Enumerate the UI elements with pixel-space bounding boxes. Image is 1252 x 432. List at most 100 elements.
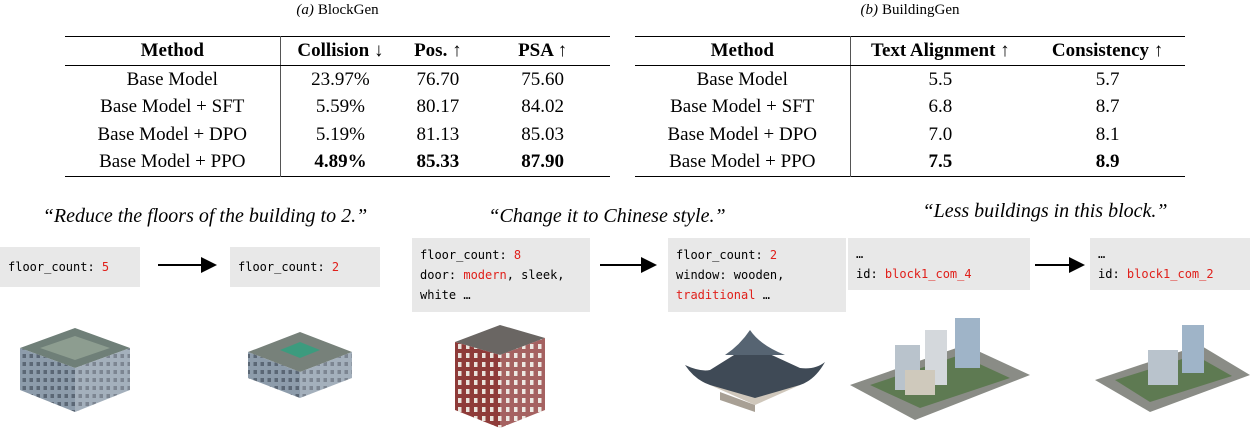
table-row: Base Model + SFT 6.8 8.7 [635, 93, 1185, 121]
instruction: “Change it to Chinese style.” [488, 205, 726, 227]
code-before: … id: block1_com_4 [848, 238, 1030, 290]
table-cell: Base Model + SFT [65, 93, 281, 121]
table-cell: Base Model + PPO [635, 148, 851, 177]
code-highlight: block1_com_4 [884, 267, 972, 281]
table-row: Base Model + DPO 5.19% 81.13 85.03 [65, 121, 610, 149]
results-table: Method Text Alignment ↑ Consistency ↑ Base … [635, 36, 1185, 177]
code-highlight: 2 [331, 260, 340, 274]
table-cell: 75.60 [521, 68, 564, 90]
header-cell: Method [635, 36, 851, 66]
code-text: floor_count: [420, 248, 514, 262]
table-cell: 8.9 [1095, 151, 1120, 173]
table-cell: Base Model [65, 65, 281, 94]
table-cell: 6.8 [928, 96, 953, 118]
code-text: id: [856, 267, 885, 281]
table-cell: 81.13 [416, 123, 460, 145]
code-text: id: [1098, 267, 1127, 281]
caption-name: BuildingGen [882, 2, 960, 18]
code-highlight: block1_com_2 [1126, 267, 1214, 281]
table-cell: 5.5 [928, 68, 953, 90]
code-before: floor_count: 8 door: modern, sleek, white … [412, 238, 590, 312]
table-row: Base Model + PPO 4.89% 85.33 87.90 [65, 148, 610, 177]
code-highlight: modern [463, 268, 507, 282]
table-cell: Base Model + DPO [65, 121, 281, 149]
header-row: Method Collision ↓ Pos. ↑ PSA ↑ [65, 36, 610, 66]
table-row: Base Model + PPO 7.5 8.9 [635, 148, 1185, 177]
code-line: floor_count: 2 [676, 245, 838, 265]
table-cell: 76.70 [416, 68, 460, 90]
table-cell: Base Model [635, 65, 851, 94]
table-cell: Base Model + PPO [65, 148, 281, 177]
table-cell: 8.7 [1095, 96, 1120, 118]
header-cell: PSA ↑ [475, 36, 610, 66]
header-row: Method Text Alignment ↑ Consistency ↑ [635, 36, 1185, 66]
building-after [685, 330, 825, 412]
table-caption: (b) BuildingGen [635, 2, 1185, 19]
code-line: window: wooden, [676, 265, 838, 285]
code-line: floor_count: 2 [238, 257, 372, 277]
header-cell: Consistency ↑ [1030, 36, 1185, 66]
table-caption: (a) BlockGen [65, 2, 610, 19]
code-line: traditional … [676, 285, 838, 305]
code-text: white … [420, 288, 471, 302]
code-text: window: wooden, [676, 268, 785, 282]
table-cell: 5.7 [1095, 68, 1120, 90]
building-after [248, 332, 352, 398]
building-before [20, 328, 130, 412]
results-table: Method Collision ↓ Pos. ↑ PSA ↑ Base Model 23… [65, 36, 610, 177]
table-cell: 23.97% [311, 68, 370, 90]
table-cell: 85.03 [521, 123, 564, 145]
code-after: floor_count: 2 [230, 247, 380, 287]
code-line: id: block1_com_2 [1098, 264, 1242, 284]
code-after: … id: block1_com_2 [1090, 238, 1250, 290]
table-row: Base Model + SFT 5.59% 80.17 84.02 [65, 93, 610, 121]
code-line: floor_count: 8 [420, 245, 582, 265]
code-text: door: [420, 268, 464, 282]
building-before [455, 325, 545, 428]
code-before: floor_count: 5 [0, 247, 140, 287]
code-text: … [856, 247, 864, 261]
block-after [1095, 325, 1250, 412]
code-after: floor_count: 2 window: wooden, traditional… [668, 238, 846, 312]
code-highlight: 8 [513, 248, 522, 262]
table-cell: 8.1 [1095, 123, 1120, 145]
table-row: Base Model 23.97% 76.70 75.60 [65, 65, 610, 94]
code-text: floor_count: [676, 248, 770, 262]
table-row: Base Model + DPO 7.0 8.1 [635, 121, 1185, 149]
table-cell: 5.59% [315, 96, 365, 118]
block-before [850, 318, 1030, 420]
table-cell: 5.19% [315, 123, 365, 145]
table-cell: 7.0 [928, 123, 953, 145]
header-cell: Collision ↓ [280, 36, 401, 66]
code-text: floor_count: [8, 260, 102, 274]
instruction: “Less buildings in this block.” [922, 200, 1168, 222]
table-cell: 7.5 [928, 151, 953, 173]
table-cell: 84.02 [521, 96, 564, 118]
code-highlight: traditional [676, 288, 756, 302]
caption-label: (a) [296, 2, 314, 18]
code-text: , sleek, [506, 268, 565, 282]
code-line: id: block1_com_4 [856, 264, 1022, 284]
table-cell: 87.90 [521, 151, 564, 173]
code-line: … [1098, 244, 1242, 264]
table-cell: Base Model + SFT [635, 93, 851, 121]
code-text: … [755, 288, 770, 302]
code-highlight: 5 [101, 260, 110, 274]
header-cell: Method [65, 36, 281, 66]
code-text: floor_count: [238, 260, 332, 274]
code-text: … [1098, 247, 1106, 261]
caption-label: (b) [860, 2, 879, 18]
table-row: Base Model 5.5 5.7 [635, 65, 1185, 94]
caption-name: BlockGen [317, 2, 379, 18]
code-line: white … [420, 285, 582, 305]
code-highlight: 2 [769, 248, 778, 262]
instruction: “Reduce the floors of the building to 2.… [42, 205, 368, 227]
table-cell: 80.17 [416, 96, 460, 118]
table-cell: 85.33 [416, 151, 460, 173]
table-cell: 4.89% [314, 151, 367, 173]
table-cell: Base Model + DPO [635, 121, 851, 149]
code-line: … [856, 244, 1022, 264]
header-cell: Pos. ↑ [400, 36, 476, 66]
